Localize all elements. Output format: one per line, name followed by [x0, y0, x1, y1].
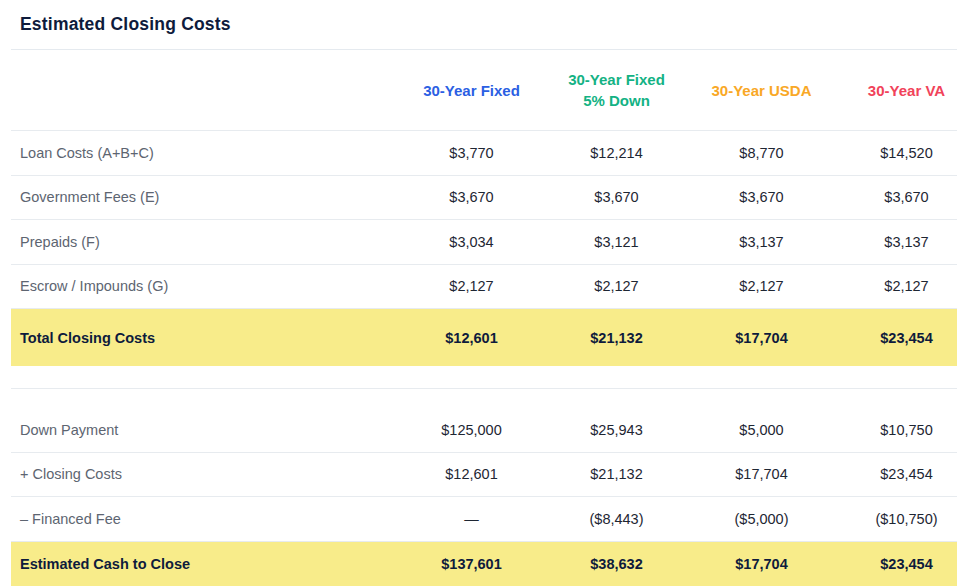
cell-value: $8,770 [689, 145, 834, 161]
cell-value: $21,132 [544, 330, 689, 346]
total-closing-costs-row: Total Closing Costs $12,601 $21,132 $17,… [11, 309, 957, 366]
row-label: Prepaids (F) [11, 234, 377, 250]
row-label: Escrow / Impounds (G) [11, 278, 377, 294]
cell-value: $23,454 [834, 466, 968, 482]
cell-value: ($8,443) [544, 511, 689, 527]
cell-value: $3,670 [834, 189, 968, 205]
cell-value: $12,601 [399, 330, 544, 346]
row-label: Government Fees (E) [11, 189, 377, 205]
table-row-government-fees: Government Fees (E) $3,670 $3,670 $3,670… [11, 176, 957, 221]
cell-value: $12,601 [399, 466, 544, 482]
table-row-minus-financed-fee: – Financed Fee — ($8,443) ($5,000) ($10,… [11, 497, 957, 542]
cell-value: $2,127 [544, 278, 689, 294]
cell-value: $3,137 [834, 234, 968, 250]
cell-value: $23,454 [834, 330, 968, 346]
cell-value: $5,000 [689, 422, 834, 438]
closing-costs-table: 30-Year Fixed 30-Year Fixed 5% Down 30-Y… [11, 50, 957, 586]
table-row-prepaids: Prepaids (F) $3,034 $3,121 $3,137 $3,137 [11, 220, 957, 265]
cell-value: $3,137 [689, 234, 834, 250]
cell-value: $3,670 [399, 189, 544, 205]
row-label: Total Closing Costs [11, 330, 377, 346]
row-label: Down Payment [11, 422, 377, 438]
cell-value: $2,127 [689, 278, 834, 294]
row-label: Estimated Cash to Close [11, 556, 377, 572]
cell-value: ($10,750) [834, 511, 968, 527]
cell-value: $14,520 [834, 145, 968, 161]
cell-value: $3,770 [399, 145, 544, 161]
cell-value: $3,670 [544, 189, 689, 205]
column-header-line1: 30-Year Fixed [544, 69, 689, 90]
column-header-30-year-va: 30-Year VA [834, 80, 968, 101]
section-gap [11, 366, 957, 388]
cell-value: $137,601 [399, 556, 544, 572]
column-header-line2: 5% Down [544, 90, 689, 111]
estimated-cash-to-close-row: Estimated Cash to Close $137,601 $38,632… [11, 542, 957, 586]
table-row-loan-costs: Loan Costs (A+B+C) $3,770 $12,214 $8,770… [11, 131, 957, 176]
cell-value: $2,127 [399, 278, 544, 294]
column-header-line1: 30-Year VA [834, 80, 968, 101]
column-header-30-year-fixed-5-down: 30-Year Fixed 5% Down [544, 69, 689, 111]
column-header-30-year-usda: 30-Year USDA [689, 80, 834, 101]
column-header-30-year-fixed: 30-Year Fixed [399, 80, 544, 101]
cell-value: $38,632 [544, 556, 689, 572]
cell-value: $17,704 [689, 330, 834, 346]
row-label: Loan Costs (A+B+C) [11, 145, 377, 161]
section-gap [11, 389, 957, 408]
row-label: – Financed Fee [11, 511, 377, 527]
column-header-line1: 30-Year Fixed [399, 80, 544, 101]
page-title: Estimated Closing Costs [0, 0, 968, 36]
cell-value: $125,000 [399, 422, 544, 438]
cell-value: $23,454 [834, 556, 968, 572]
cell-value: $3,121 [544, 234, 689, 250]
column-header-row: 30-Year Fixed 30-Year Fixed 5% Down 30-Y… [11, 50, 957, 131]
cell-value: $17,704 [689, 556, 834, 572]
cell-value: $12,214 [544, 145, 689, 161]
cell-value: ($5,000) [689, 511, 834, 527]
cell-value: $3,670 [689, 189, 834, 205]
column-header-line1: 30-Year USDA [689, 80, 834, 101]
cell-value: $2,127 [834, 278, 968, 294]
cell-value: $3,034 [399, 234, 544, 250]
table-row-escrow-impounds: Escrow / Impounds (G) $2,127 $2,127 $2,1… [11, 265, 957, 310]
table-row-down-payment: Down Payment $125,000 $25,943 $5,000 $10… [11, 408, 957, 453]
cell-value: — [399, 511, 544, 527]
cell-value: $10,750 [834, 422, 968, 438]
cell-value: $21,132 [544, 466, 689, 482]
row-label: + Closing Costs [11, 466, 377, 482]
cell-value: $17,704 [689, 466, 834, 482]
cell-value: $25,943 [544, 422, 689, 438]
table-row-plus-closing-costs: + Closing Costs $12,601 $21,132 $17,704 … [11, 453, 957, 498]
